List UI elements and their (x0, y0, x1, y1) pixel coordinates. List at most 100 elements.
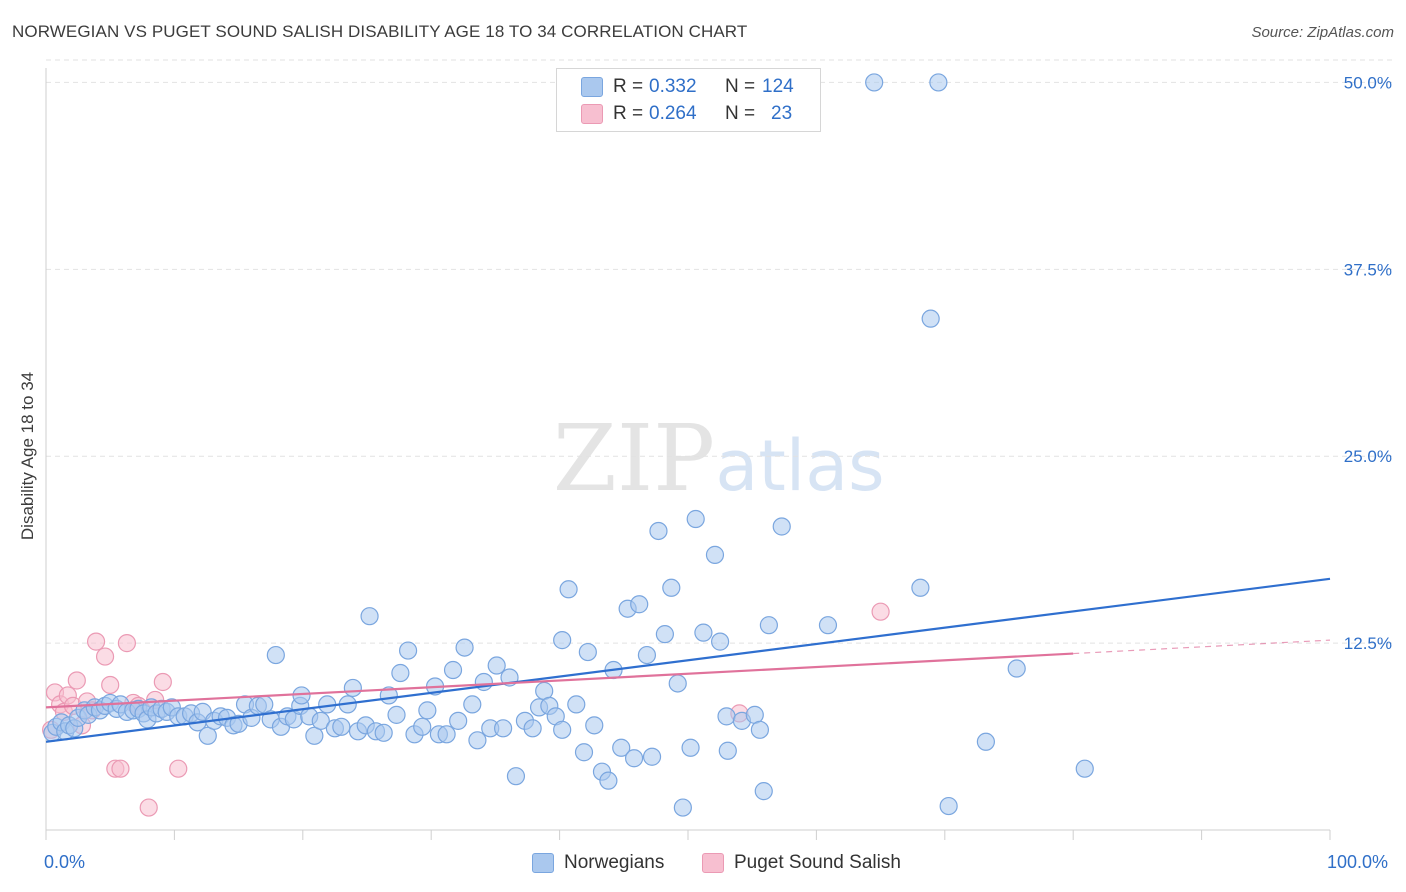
norwegian-point (976, 732, 995, 751)
x-tick-label-min: 0.0% (44, 852, 86, 872)
chart-title: NORWEGIAN VS PUGET SOUND SALISH DISABILI… (12, 22, 748, 41)
norwegian-point (655, 625, 674, 644)
y-tick-label: 50.0% (1344, 73, 1392, 92)
norwegian-point (455, 638, 474, 657)
norwegian-point (418, 701, 437, 720)
norwegian-point (494, 719, 513, 738)
norwegian-point (578, 642, 597, 662)
bottom-legend-swatch-blue (532, 853, 554, 873)
puget-sound-salish-point (139, 798, 158, 817)
norwegian-point (266, 645, 285, 665)
norwegian-point (939, 796, 958, 816)
puget-sound-salish-point (86, 632, 106, 651)
puget-sound-salish-point (871, 602, 890, 621)
source-label: Source: ZipAtlas.com (1251, 24, 1394, 41)
norwegian-point (437, 725, 456, 744)
norwegian-point (818, 616, 838, 635)
puget-sound-salish-point (169, 759, 188, 778)
norwegian-point (929, 73, 948, 92)
legend-n-label: N = (725, 76, 756, 97)
legend-n-value: 124 (762, 76, 794, 97)
watermark-atlas: atlas (715, 425, 884, 507)
bottom-legend-label: Norwegians (564, 852, 665, 873)
norwegian-point (642, 747, 662, 766)
y-tick-labels: 12.5% 25.0% 37.5% 50.0% (1344, 73, 1392, 653)
norwegian-point (559, 580, 578, 599)
puget-sound-salish-point (117, 634, 136, 653)
norwegian-point (718, 741, 737, 760)
norwegian-point (662, 578, 681, 597)
norwegian-point (717, 707, 736, 726)
norwegian-point (449, 711, 468, 730)
norwegian-point (585, 716, 604, 735)
norwegian-point (374, 723, 393, 742)
legend-swatch-pink (581, 104, 603, 124)
norwegian-point (599, 771, 618, 790)
norwegian-point (637, 645, 657, 665)
norwegian-point (387, 705, 406, 724)
norwegian-point (921, 309, 940, 328)
norwegians-trend-line (45, 577, 1331, 743)
norwegian-point (759, 616, 778, 635)
norwegian-point (750, 720, 770, 739)
legend-n-label: N = (725, 103, 756, 124)
legend-r-label: R = (613, 103, 644, 124)
norwegian-point (705, 545, 725, 564)
watermark-zip: ZIP (553, 405, 715, 512)
norwegian-point (360, 607, 379, 626)
puget-sound-salish-point (111, 759, 130, 778)
legend-swatch-blue (581, 77, 603, 97)
norwegian-point (443, 660, 463, 680)
puget-sound-salish-trend-line (45, 652, 1074, 709)
norwegian-point (911, 578, 930, 597)
norwegian-point (398, 641, 418, 660)
norwegian-point (506, 767, 526, 786)
norwegian-point (523, 719, 542, 738)
norwegians-points (43, 73, 1094, 817)
norwegian-point (292, 686, 311, 705)
norwegian-point (624, 749, 644, 768)
bottom-legend-swatch-pink (702, 853, 724, 873)
norwegian-point (686, 509, 705, 529)
norwegian-point (553, 720, 572, 739)
legend-r-label: R = (613, 76, 644, 97)
norwegian-point (673, 798, 692, 817)
puget-sound-salish-point (95, 647, 115, 666)
puget-sound-salish-point (67, 671, 86, 690)
norwegian-point (305, 726, 324, 745)
bottom-legend-label: Puget Sound Salish (734, 852, 901, 873)
legend-r-value: 0.332 (649, 76, 697, 97)
y-tick-label: 12.5% (1344, 634, 1392, 653)
legend-r-value: 0.264 (649, 103, 697, 124)
norwegian-point (574, 743, 594, 762)
norwegian-point (198, 726, 217, 745)
puget-sound-salish-trend-extension (1073, 639, 1331, 655)
norwegian-point (612, 738, 631, 757)
norwegian-point (311, 711, 330, 730)
norwegian-point (1075, 759, 1094, 778)
norwegian-point (553, 631, 572, 650)
legend-n-value: 23 (771, 103, 793, 124)
norwegian-point (1007, 659, 1026, 678)
trend-lines (45, 577, 1331, 743)
norwegian-point (343, 678, 362, 698)
x-tick-label-max: 100.0% (1327, 852, 1389, 872)
norwegian-point (630, 595, 649, 614)
y-tick-label: 25.0% (1344, 447, 1392, 466)
norwegian-point (710, 632, 730, 651)
norwegian-point (865, 73, 884, 92)
norwegian-point (754, 782, 773, 801)
puget-sound-salish-point (101, 675, 120, 695)
norwegian-point (487, 656, 506, 675)
norwegian-point (681, 738, 700, 757)
norwegian-point (668, 674, 687, 693)
axes (45, 68, 1331, 840)
y-axis-label: Disability Age 18 to 34 (18, 371, 37, 541)
norwegian-point (332, 717, 351, 736)
norwegian-point (468, 731, 487, 750)
watermark: ZIP atlas (553, 405, 885, 512)
norwegian-point (772, 517, 791, 536)
norwegian-point (649, 521, 668, 541)
puget-sound-salish-point (153, 672, 172, 692)
